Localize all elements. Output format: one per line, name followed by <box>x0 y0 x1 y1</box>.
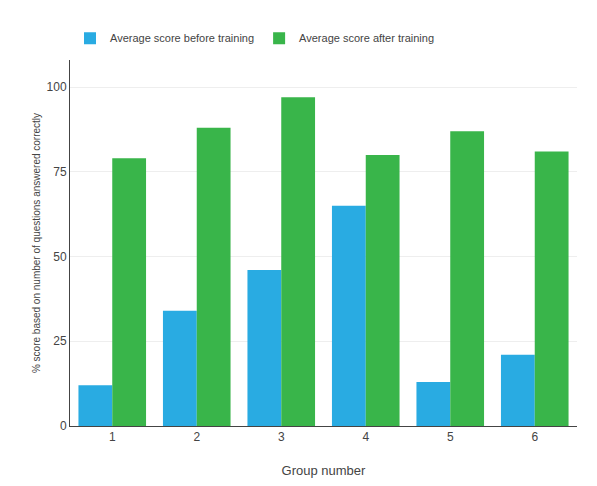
svg-text:6: 6 <box>531 430 538 444</box>
svg-text:5: 5 <box>447 430 454 444</box>
svg-text:4: 4 <box>362 430 369 444</box>
svg-text:2: 2 <box>193 430 200 444</box>
svg-text:75: 75 <box>53 165 67 179</box>
svg-text:Average score before training: Average score before training <box>110 32 254 44</box>
svg-text:100: 100 <box>47 80 67 94</box>
svg-text:0: 0 <box>60 419 67 433</box>
svg-text:50: 50 <box>53 250 67 264</box>
svg-text:3: 3 <box>278 430 285 444</box>
svg-text:Average score after training: Average score after training <box>299 32 434 44</box>
svg-text:1: 1 <box>109 430 116 444</box>
svg-text:Group number: Group number <box>282 463 366 478</box>
svg-text:% score based on number of que: % score based on number of questions ans… <box>31 113 42 373</box>
svg-text:25: 25 <box>53 334 67 348</box>
